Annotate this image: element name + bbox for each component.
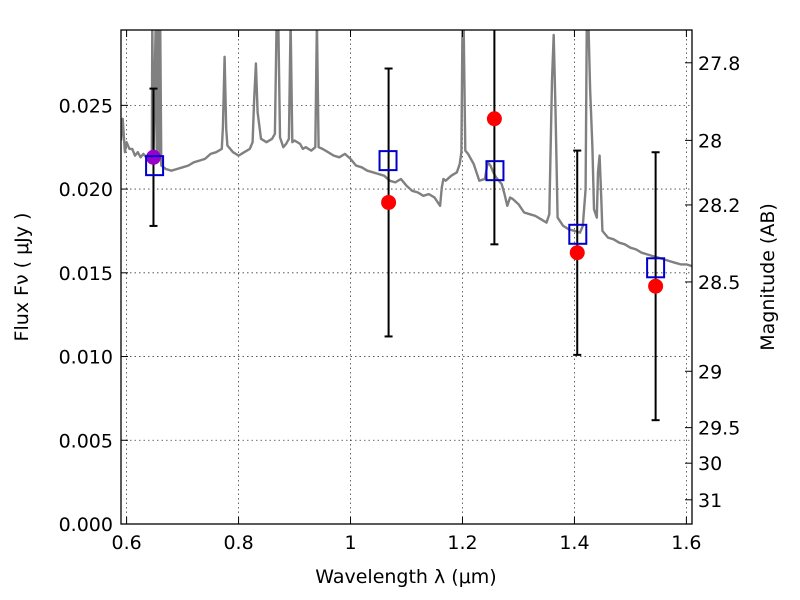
observed-point	[486, 111, 502, 127]
y-tick-label: 0.000	[59, 514, 113, 536]
y-tick-label: 0.010	[59, 347, 113, 369]
y2-tick-label: 29.5	[698, 418, 740, 440]
model-flux-marker	[378, 150, 398, 172]
y2-axis: 27.8 28 28.2 28.5 29 29.5 30 31	[685, 53, 740, 512]
observed-point	[648, 278, 664, 294]
model-flux-marker	[145, 155, 165, 177]
x-tick-label: 1.6	[671, 532, 701, 554]
x-tick-label: 1.4	[559, 532, 589, 554]
plot-frame	[120, 29, 693, 525]
x-tick-label: 0.8	[223, 532, 253, 554]
y-tick-label: 0.005	[59, 430, 113, 452]
y2-tick-label: 28.2	[698, 195, 740, 217]
plot-background	[121, 30, 692, 524]
x-axis: 0.6 0.8 1 1.2 1.4 1.6	[111, 30, 702, 554]
observed-flux-points	[145, 111, 664, 294]
y-tick-label: 0.025	[59, 95, 113, 117]
model-flux-marker	[485, 160, 505, 182]
model-flux-markers	[145, 150, 666, 279]
y2-tick-label: 30	[698, 453, 722, 475]
y-axis-label: Flux Fν ( μJy )	[11, 213, 33, 342]
y2-tick-label: 31	[698, 490, 722, 512]
y2-axis-label: Magnitude (AB)	[757, 203, 779, 351]
x-tick-label: 1.2	[447, 532, 477, 554]
y2-tick-label: 28	[698, 130, 722, 152]
model-spectrum-line	[121, 30, 692, 268]
y2-tick-label: 29	[698, 361, 722, 383]
observed-point	[145, 149, 161, 165]
x-axis-label: Wavelength λ (μm)	[315, 566, 496, 588]
y-tick-label: 0.020	[59, 179, 113, 201]
x-tick-label: 1	[344, 532, 356, 554]
model-flux-marker	[568, 223, 588, 245]
y2-tick-label: 28.5	[698, 272, 740, 294]
model-spectrum	[121, 30, 692, 268]
model-flux-marker	[646, 257, 666, 279]
y-tick-label: 0.015	[59, 263, 113, 285]
y-axis: 0.000 0.005 0.010 0.015 0.020 0.025	[59, 95, 128, 536]
y2-tick-label: 27.8	[698, 53, 740, 75]
observed-point	[381, 194, 397, 210]
observed-point	[569, 245, 585, 261]
x-tick-label: 0.6	[111, 532, 141, 554]
